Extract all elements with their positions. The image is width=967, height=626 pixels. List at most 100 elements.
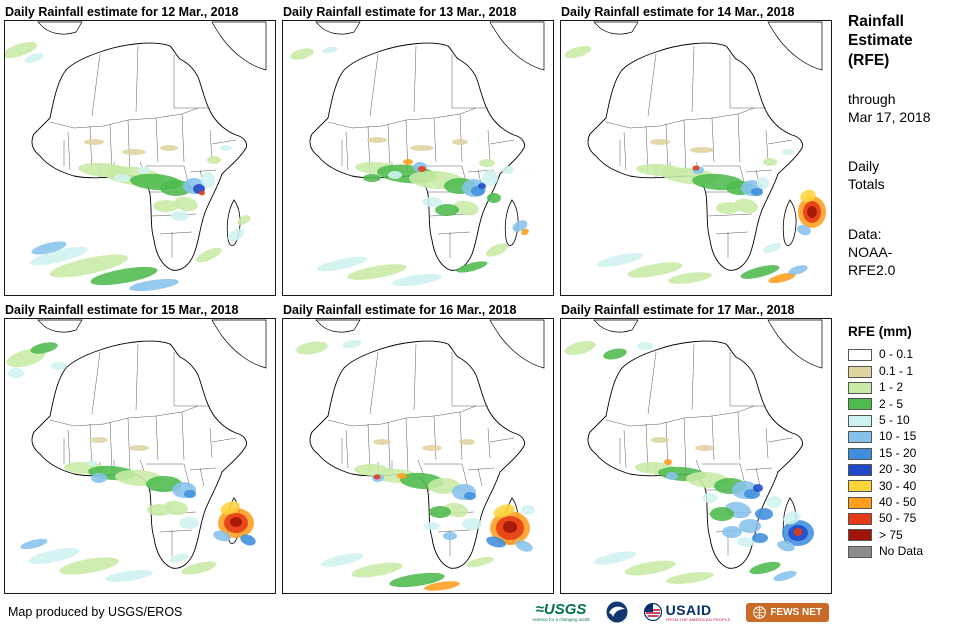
rain-blob <box>160 145 178 151</box>
legend-row: 15 - 20 <box>848 445 963 461</box>
rain-blob <box>763 158 777 166</box>
sidebar-daily-totals: Daily Totals <box>848 157 885 192</box>
rain-blob <box>418 166 426 172</box>
rain-blob <box>702 493 718 503</box>
rain-blob <box>593 551 637 565</box>
fewsnet-globe-icon <box>753 605 767 619</box>
map-panel-15mar: Daily Rainfall estimate for 15 Mar., 201… <box>0 300 278 598</box>
rain-blob <box>596 253 644 267</box>
rain-blob <box>181 561 217 575</box>
rain-blob <box>564 341 596 355</box>
rain-blob <box>220 145 232 151</box>
rain-blob <box>147 504 171 516</box>
rain-blob <box>169 553 189 563</box>
rain-blob <box>485 243 509 257</box>
footer-logos: ≈USGS science for a changing world USAID… <box>533 601 829 623</box>
rain-blob <box>739 519 761 533</box>
rain-blob <box>502 166 514 174</box>
rain-blob <box>213 530 231 542</box>
map-panel-12mar: Daily Rainfall estimate for 12 Mar., 201… <box>0 2 278 300</box>
legend-row-label: 5 - 10 <box>879 412 910 427</box>
rain-blob <box>466 556 494 568</box>
legend-swatch <box>848 463 872 476</box>
rain-blob <box>363 174 381 182</box>
rain-blob <box>751 188 763 196</box>
legend-row-label: 50 - 75 <box>879 511 917 526</box>
maps-grid: Daily Rainfall estimate for 12 Mar., 201… <box>0 2 834 598</box>
noaa-logo <box>606 601 628 623</box>
legend-row: 50 - 75 <box>848 511 963 527</box>
rain-blob <box>788 265 808 275</box>
rain-blob <box>199 190 205 196</box>
legend-swatch <box>848 496 872 509</box>
map-panel-16mar: Daily Rainfall estimate for 16 Mar., 201… <box>278 300 556 598</box>
rain-blob <box>153 200 179 212</box>
map-panel-title: Daily Rainfall estimate for 15 Mar., 201… <box>5 303 239 317</box>
rain-blob <box>603 348 627 360</box>
rain-blob <box>227 228 245 242</box>
rain-blob <box>397 473 407 479</box>
rain-blob <box>20 538 48 550</box>
sidebar-through-date: through Mar 17, 2018 <box>848 91 931 126</box>
map-panel-17mar: Daily Rainfall estimate for 17 Mar., 201… <box>556 300 834 598</box>
rain-blob <box>627 262 683 278</box>
rain-blob <box>782 149 794 155</box>
rainfall-map-13mar <box>282 20 554 296</box>
sidebar-title-line: Estimate <box>848 32 913 50</box>
rain-blob <box>422 197 442 207</box>
rainfall-map-12mar <box>4 20 276 296</box>
rain-blob <box>695 445 715 451</box>
rainfall-map-16mar <box>282 318 554 594</box>
rain-blob <box>493 504 515 518</box>
rain-blob <box>722 526 742 538</box>
rain-blob <box>49 254 129 278</box>
legend-swatch <box>848 414 872 427</box>
legend-row: 20 - 30 <box>848 462 963 478</box>
rain-blob <box>690 147 714 153</box>
rain-blob <box>453 200 479 216</box>
legend-row: > 75 <box>848 527 963 543</box>
rain-blob <box>392 273 442 287</box>
rain-blob <box>8 368 24 378</box>
rain-blob <box>487 193 501 203</box>
rain-blob <box>410 145 434 151</box>
rain-blob <box>624 560 676 576</box>
rain-blob <box>84 139 104 145</box>
rain-blob <box>424 581 460 591</box>
rain-blob <box>220 501 240 515</box>
rain-blob <box>749 561 781 575</box>
rain-blob <box>24 53 44 63</box>
rain-blob <box>342 339 362 349</box>
legend-swatch <box>848 398 872 411</box>
rain-blob <box>428 478 460 494</box>
legend-row-label: 10 - 15 <box>879 429 917 444</box>
rain-blob <box>515 540 533 552</box>
rain-blob <box>479 159 495 167</box>
legend-row-label: No Data <box>879 544 924 559</box>
rain-blob <box>389 572 445 588</box>
map-panel-14mar: Daily Rainfall estimate for 14 Mar., 201… <box>556 2 834 300</box>
fewsnet-logo-text: FEWS NET <box>770 606 822 618</box>
usgs-logo-text: USGS <box>543 600 587 618</box>
rain-blob <box>129 445 149 451</box>
rain-blob <box>230 517 242 527</box>
map-panel-title: Daily Rainfall estimate for 14 Mar., 201… <box>561 5 795 19</box>
rain-blob <box>322 46 338 54</box>
legend-swatch <box>848 513 872 526</box>
legend-swatch <box>848 447 872 460</box>
usaid-roundel-icon <box>643 603 662 621</box>
rain-blob <box>710 507 734 521</box>
rain-blob <box>797 224 811 236</box>
legend-title: RFE (mm) <box>848 324 912 340</box>
sidebar-title-line: Rainfall <box>848 13 904 30</box>
legend-row: 30 - 40 <box>848 478 963 494</box>
usaid-tagline: FROM THE AMERICAN PEOPLE <box>665 616 731 622</box>
rain-blob <box>464 492 476 500</box>
rain-blob <box>184 490 196 498</box>
rain-blob <box>521 228 529 236</box>
rain-blob <box>462 518 482 530</box>
legend-swatch <box>848 381 872 394</box>
map-panel-title: Daily Rainfall estimate for 17 Mar., 201… <box>561 303 795 317</box>
rain-blob <box>4 42 38 58</box>
rain-blob <box>367 137 387 143</box>
